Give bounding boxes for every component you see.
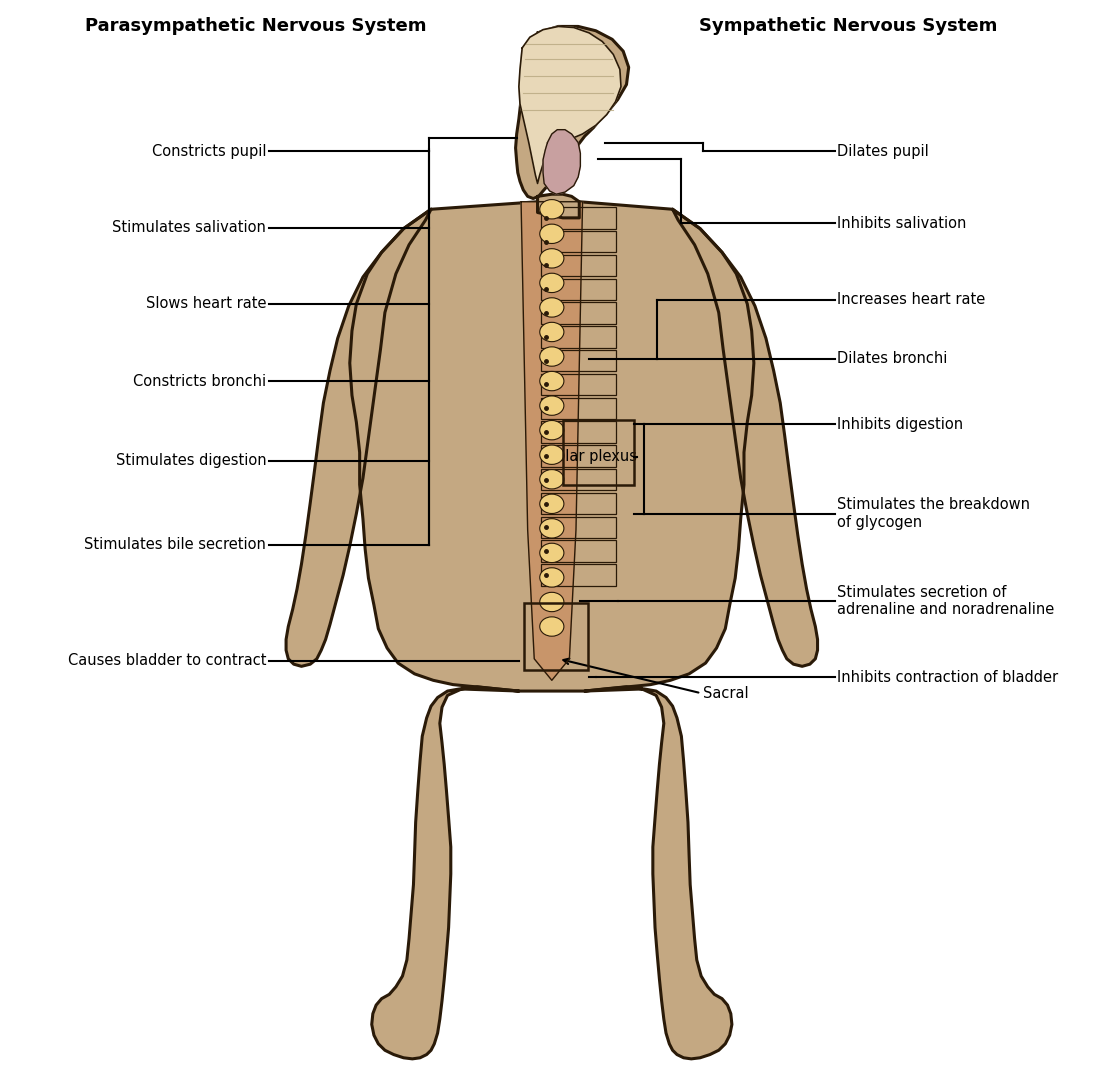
Ellipse shape xyxy=(540,322,564,342)
Text: Constricts pupil: Constricts pupil xyxy=(152,144,266,159)
Bar xyxy=(541,350,615,372)
Ellipse shape xyxy=(540,372,564,390)
Ellipse shape xyxy=(540,592,564,612)
Bar xyxy=(541,445,615,467)
Text: Inhibits salivation: Inhibits salivation xyxy=(838,216,966,230)
Text: Inhibits digestion: Inhibits digestion xyxy=(838,417,964,431)
Bar xyxy=(541,422,615,443)
Text: Stimulates digestion: Stimulates digestion xyxy=(116,453,266,468)
Text: Dilates bronchi: Dilates bronchi xyxy=(838,351,947,366)
Text: Stimulates bile secretion: Stimulates bile secretion xyxy=(85,537,266,552)
Ellipse shape xyxy=(540,544,564,562)
Text: Inhibits contraction of bladder: Inhibits contraction of bladder xyxy=(838,669,1059,684)
Bar xyxy=(541,469,615,491)
Bar xyxy=(541,326,615,348)
Ellipse shape xyxy=(540,445,564,465)
Polygon shape xyxy=(350,202,754,691)
Text: Stimulates salivation: Stimulates salivation xyxy=(113,221,266,235)
Polygon shape xyxy=(286,210,431,666)
Bar xyxy=(541,540,615,562)
Bar xyxy=(541,255,615,277)
Text: Constricts bronchi: Constricts bronchi xyxy=(133,374,266,389)
Polygon shape xyxy=(521,202,583,680)
Ellipse shape xyxy=(540,249,564,268)
Ellipse shape xyxy=(540,273,564,293)
Text: Parasympathetic Nervous System: Parasympathetic Nervous System xyxy=(85,17,426,36)
Ellipse shape xyxy=(540,469,564,489)
Bar xyxy=(541,398,615,419)
Text: Sympathetic Nervous System: Sympathetic Nervous System xyxy=(699,17,997,36)
Bar xyxy=(541,493,615,515)
Ellipse shape xyxy=(540,519,564,538)
Bar xyxy=(541,564,615,586)
Text: Causes bladder to contract: Causes bladder to contract xyxy=(68,653,266,668)
Text: Slows heart rate: Slows heart rate xyxy=(146,296,266,311)
Ellipse shape xyxy=(540,224,564,243)
Bar xyxy=(541,517,615,538)
Text: Increases heart rate: Increases heart rate xyxy=(838,292,985,307)
Polygon shape xyxy=(372,686,519,1059)
Polygon shape xyxy=(516,26,629,199)
Polygon shape xyxy=(543,130,581,195)
Ellipse shape xyxy=(540,200,564,219)
Polygon shape xyxy=(537,195,580,218)
Ellipse shape xyxy=(540,494,564,513)
Ellipse shape xyxy=(540,568,564,587)
Text: Stimulates secretion of
adrenaline and noradrenaline: Stimulates secretion of adrenaline and n… xyxy=(838,585,1054,617)
Text: Sacral: Sacral xyxy=(704,685,750,700)
Polygon shape xyxy=(585,686,732,1059)
Bar xyxy=(541,303,615,324)
Bar xyxy=(541,279,615,301)
Text: Stimulates the breakdown
of glycogen: Stimulates the breakdown of glycogen xyxy=(838,497,1030,530)
Polygon shape xyxy=(672,210,818,666)
Bar xyxy=(541,374,615,396)
Ellipse shape xyxy=(540,297,564,317)
Bar xyxy=(541,231,615,253)
Bar xyxy=(541,208,615,228)
Text: Dilates pupil: Dilates pupil xyxy=(838,144,929,159)
Bar xyxy=(524,603,588,669)
Ellipse shape xyxy=(540,421,564,440)
Ellipse shape xyxy=(540,617,564,637)
Text: Solar plexus: Solar plexus xyxy=(547,449,638,464)
Polygon shape xyxy=(519,26,621,184)
Ellipse shape xyxy=(540,396,564,415)
Ellipse shape xyxy=(540,347,564,366)
Bar xyxy=(563,421,634,484)
